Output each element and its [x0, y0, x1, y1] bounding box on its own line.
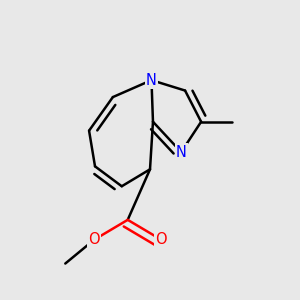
- Text: O: O: [155, 232, 167, 247]
- Text: O: O: [88, 232, 100, 247]
- Text: N: N: [146, 73, 157, 88]
- Text: N: N: [176, 145, 187, 160]
